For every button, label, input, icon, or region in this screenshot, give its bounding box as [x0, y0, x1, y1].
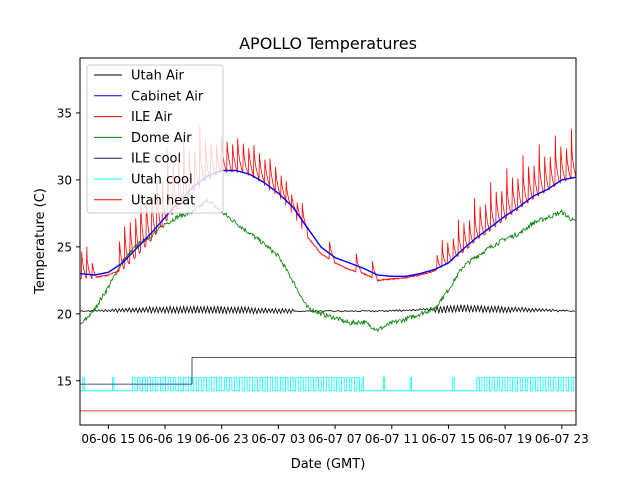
legend-label: Utah cool — [131, 173, 193, 188]
y-tick-label: 25 — [57, 240, 72, 254]
x-tick-label: 06-07 03 — [251, 432, 305, 446]
series-line-utah-cool — [80, 377, 576, 392]
axes-frame — [79, 57, 577, 426]
y-axis: 15 20 25 30 35 — [57, 106, 80, 388]
series-line-ile-cool — [80, 357, 576, 385]
series-line-dome-air — [80, 198, 576, 332]
y-tick-label: 35 — [57, 106, 72, 120]
x-axis: 06-06 15 06-06 19 06-06 23 06-07 03 06-07 07… — [81, 425, 589, 446]
legend: Utah Air Cabinet Air ILE Air Dome Air ILE co… — [86, 64, 224, 214]
legend-label: ILE Air — [131, 110, 173, 125]
x-tick-label: 06-07 23 — [535, 432, 589, 446]
y-tick-label: 20 — [57, 307, 72, 321]
x-tick-label: 06-07 19 — [478, 432, 532, 446]
legend-box — [86, 64, 224, 214]
x-tick-label: 06-07 11 — [365, 432, 419, 446]
legend-label: Dome Air — [131, 131, 192, 146]
x-tick-label: 06-07 15 — [421, 432, 475, 446]
series-line-utah-air — [80, 303, 576, 316]
y-axis-label: Temperature (C) — [33, 188, 48, 295]
x-tick-label: 06-07 07 — [308, 432, 362, 446]
x-tick-label: 06-06 15 — [81, 432, 135, 446]
x-tick-label: 06-06 19 — [138, 432, 192, 446]
legend-label: Utah Air — [131, 69, 184, 84]
x-tick-label: 06-06 23 — [195, 432, 249, 446]
legend-label: ILE cool — [131, 152, 181, 167]
legend-label: Utah heat — [131, 193, 195, 208]
y-tick-label: 15 — [57, 374, 72, 388]
x-axis-label: Date (GMT) — [291, 457, 366, 472]
series-line-cabinet-air — [80, 169, 576, 277]
legend-label: Cabinet Air — [131, 89, 204, 104]
y-tick-label: 30 — [57, 173, 72, 187]
chart-title: APOLLO Temperatures — [239, 34, 417, 53]
